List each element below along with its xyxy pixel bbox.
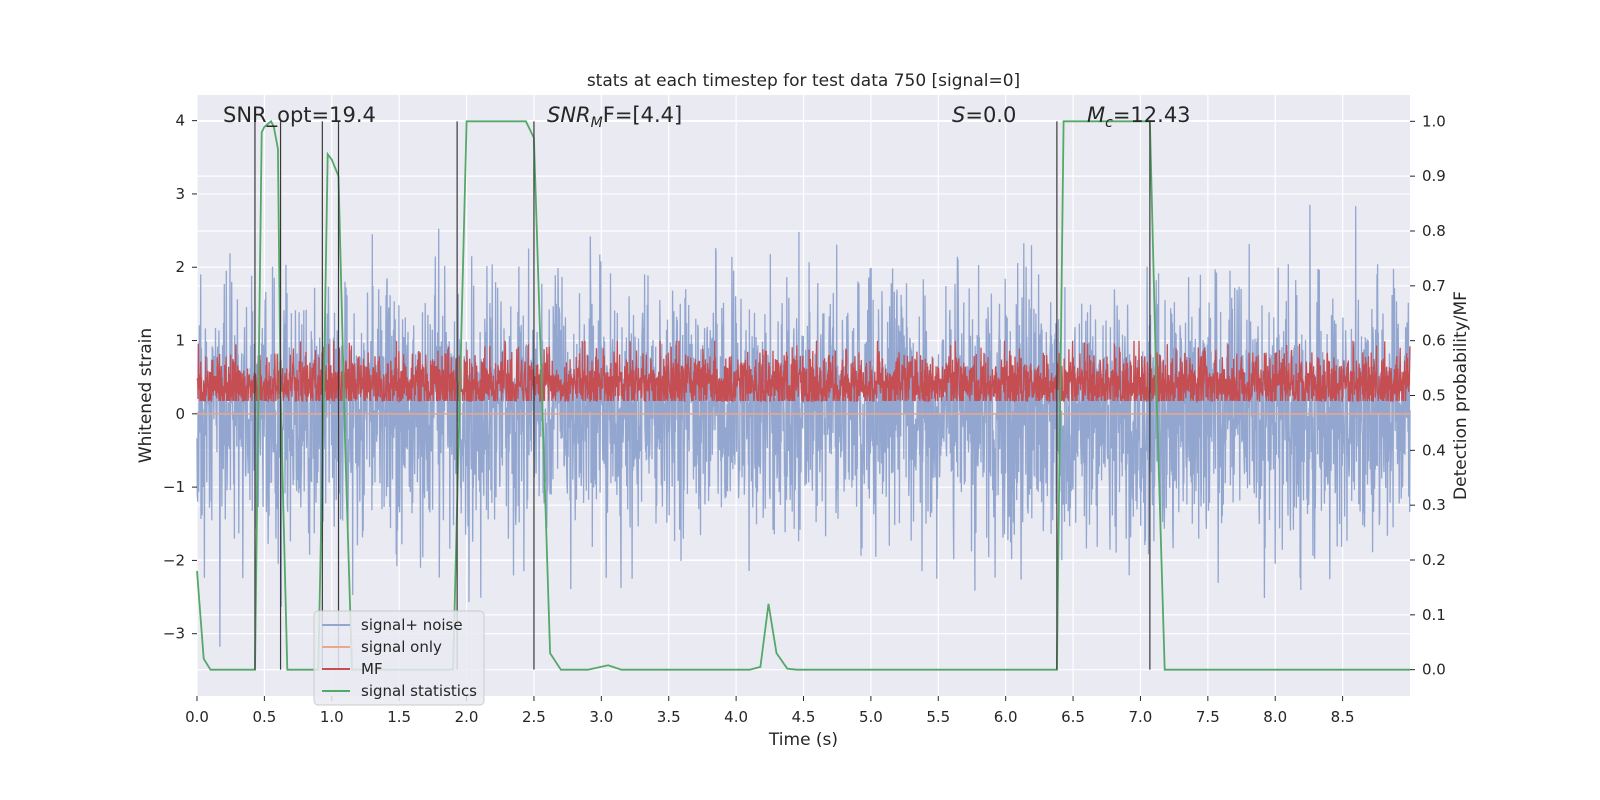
x-tick-label: 1.5: [387, 708, 411, 726]
x-axis-label: Time (s): [768, 730, 838, 750]
y-right-tick-label: 0.9: [1422, 167, 1446, 185]
annotation-snr-opt: SNR_opt=19.4: [223, 103, 376, 128]
axes: 0.0 0.5 1.0 1.5 2.0 2.5 3.0 3.5 4.0 4.5 5.0 5.5 6.0 6…: [163, 112, 1446, 726]
y-axis-left-label: Whitened strain: [136, 328, 156, 463]
y-left-tick-label: 3: [175, 185, 185, 203]
x-tick-label: 8.5: [1331, 708, 1355, 726]
x-tick-label: 3.5: [657, 708, 681, 726]
x-tick-label: 6.5: [1061, 708, 1085, 726]
vertical-markers: [254, 121, 1151, 670]
y-left-tick-label: −3: [163, 625, 185, 643]
annotation-snr-mf: SNRMF=[4.4]: [547, 103, 682, 131]
y-left-tick-label: −2: [163, 551, 185, 569]
x-tick-label: 6.0: [994, 708, 1018, 726]
y-right-tick-label: 0.7: [1422, 277, 1446, 295]
annotation-mc: Mc=12.43: [1087, 103, 1191, 131]
mf-line: [196, 340, 1411, 404]
y-right-tick-label: 0.6: [1422, 332, 1446, 350]
chart-title: stats at each timestep for test data 750…: [587, 71, 1020, 91]
x-tick-label: 0.0: [185, 708, 209, 726]
y-right-tick-label: 0.2: [1422, 551, 1446, 569]
annotations: SNR_opt=19.4 SNRMF=[4.4] S=0.0 Mc=12.43: [223, 103, 1191, 131]
y-left-tick-label: 4: [175, 112, 185, 130]
y-axis-right-label: Detection probability/MF: [1451, 291, 1471, 500]
y-right-tick-label: 0.5: [1422, 387, 1446, 405]
legend-entry: MF: [361, 660, 383, 678]
legend-box: [313, 610, 485, 706]
y-left-tick-label: 0: [175, 405, 185, 423]
x-tick-label: 8.0: [1263, 708, 1287, 726]
x-tick-label: 7.0: [1129, 708, 1153, 726]
y-left-tick-label: 1: [175, 332, 185, 350]
x-tick-label: 0.5: [252, 708, 276, 726]
x-tick-label: 5.0: [859, 708, 883, 726]
annotation-s: S=0.0: [952, 103, 1016, 127]
y-right-tick-label: 0.4: [1422, 441, 1446, 459]
legend-entry: signal+ noise: [361, 616, 463, 634]
x-tick-label: 4.0: [724, 708, 748, 726]
y-left-tick-label: −1: [163, 478, 185, 496]
x-tick-label: 1.0: [320, 708, 344, 726]
x-tick-label: 7.5: [1196, 708, 1220, 726]
x-tick-label: 4.5: [792, 708, 816, 726]
y-right-tick-label: 0.0: [1422, 661, 1446, 679]
legend-entry: signal only: [361, 638, 442, 656]
y-right-tick-label: 1.0: [1422, 112, 1446, 130]
legend: signal+ noise signal only MF signal statist…: [313, 610, 485, 706]
legend-entry: signal statistics: [361, 682, 477, 700]
y-right-tick-label: 0.3: [1422, 496, 1446, 514]
x-tick-label: 2.0: [455, 708, 479, 726]
y-left-tick-label: 2: [175, 258, 185, 276]
y-right-tick-label: 0.1: [1422, 606, 1446, 624]
x-tick-label: 3.0: [589, 708, 613, 726]
x-tick-label: 5.5: [926, 708, 950, 726]
mf-series: [196, 340, 1411, 404]
x-tick-label: 2.5: [522, 708, 546, 726]
y-right-tick-label: 0.8: [1422, 222, 1446, 240]
